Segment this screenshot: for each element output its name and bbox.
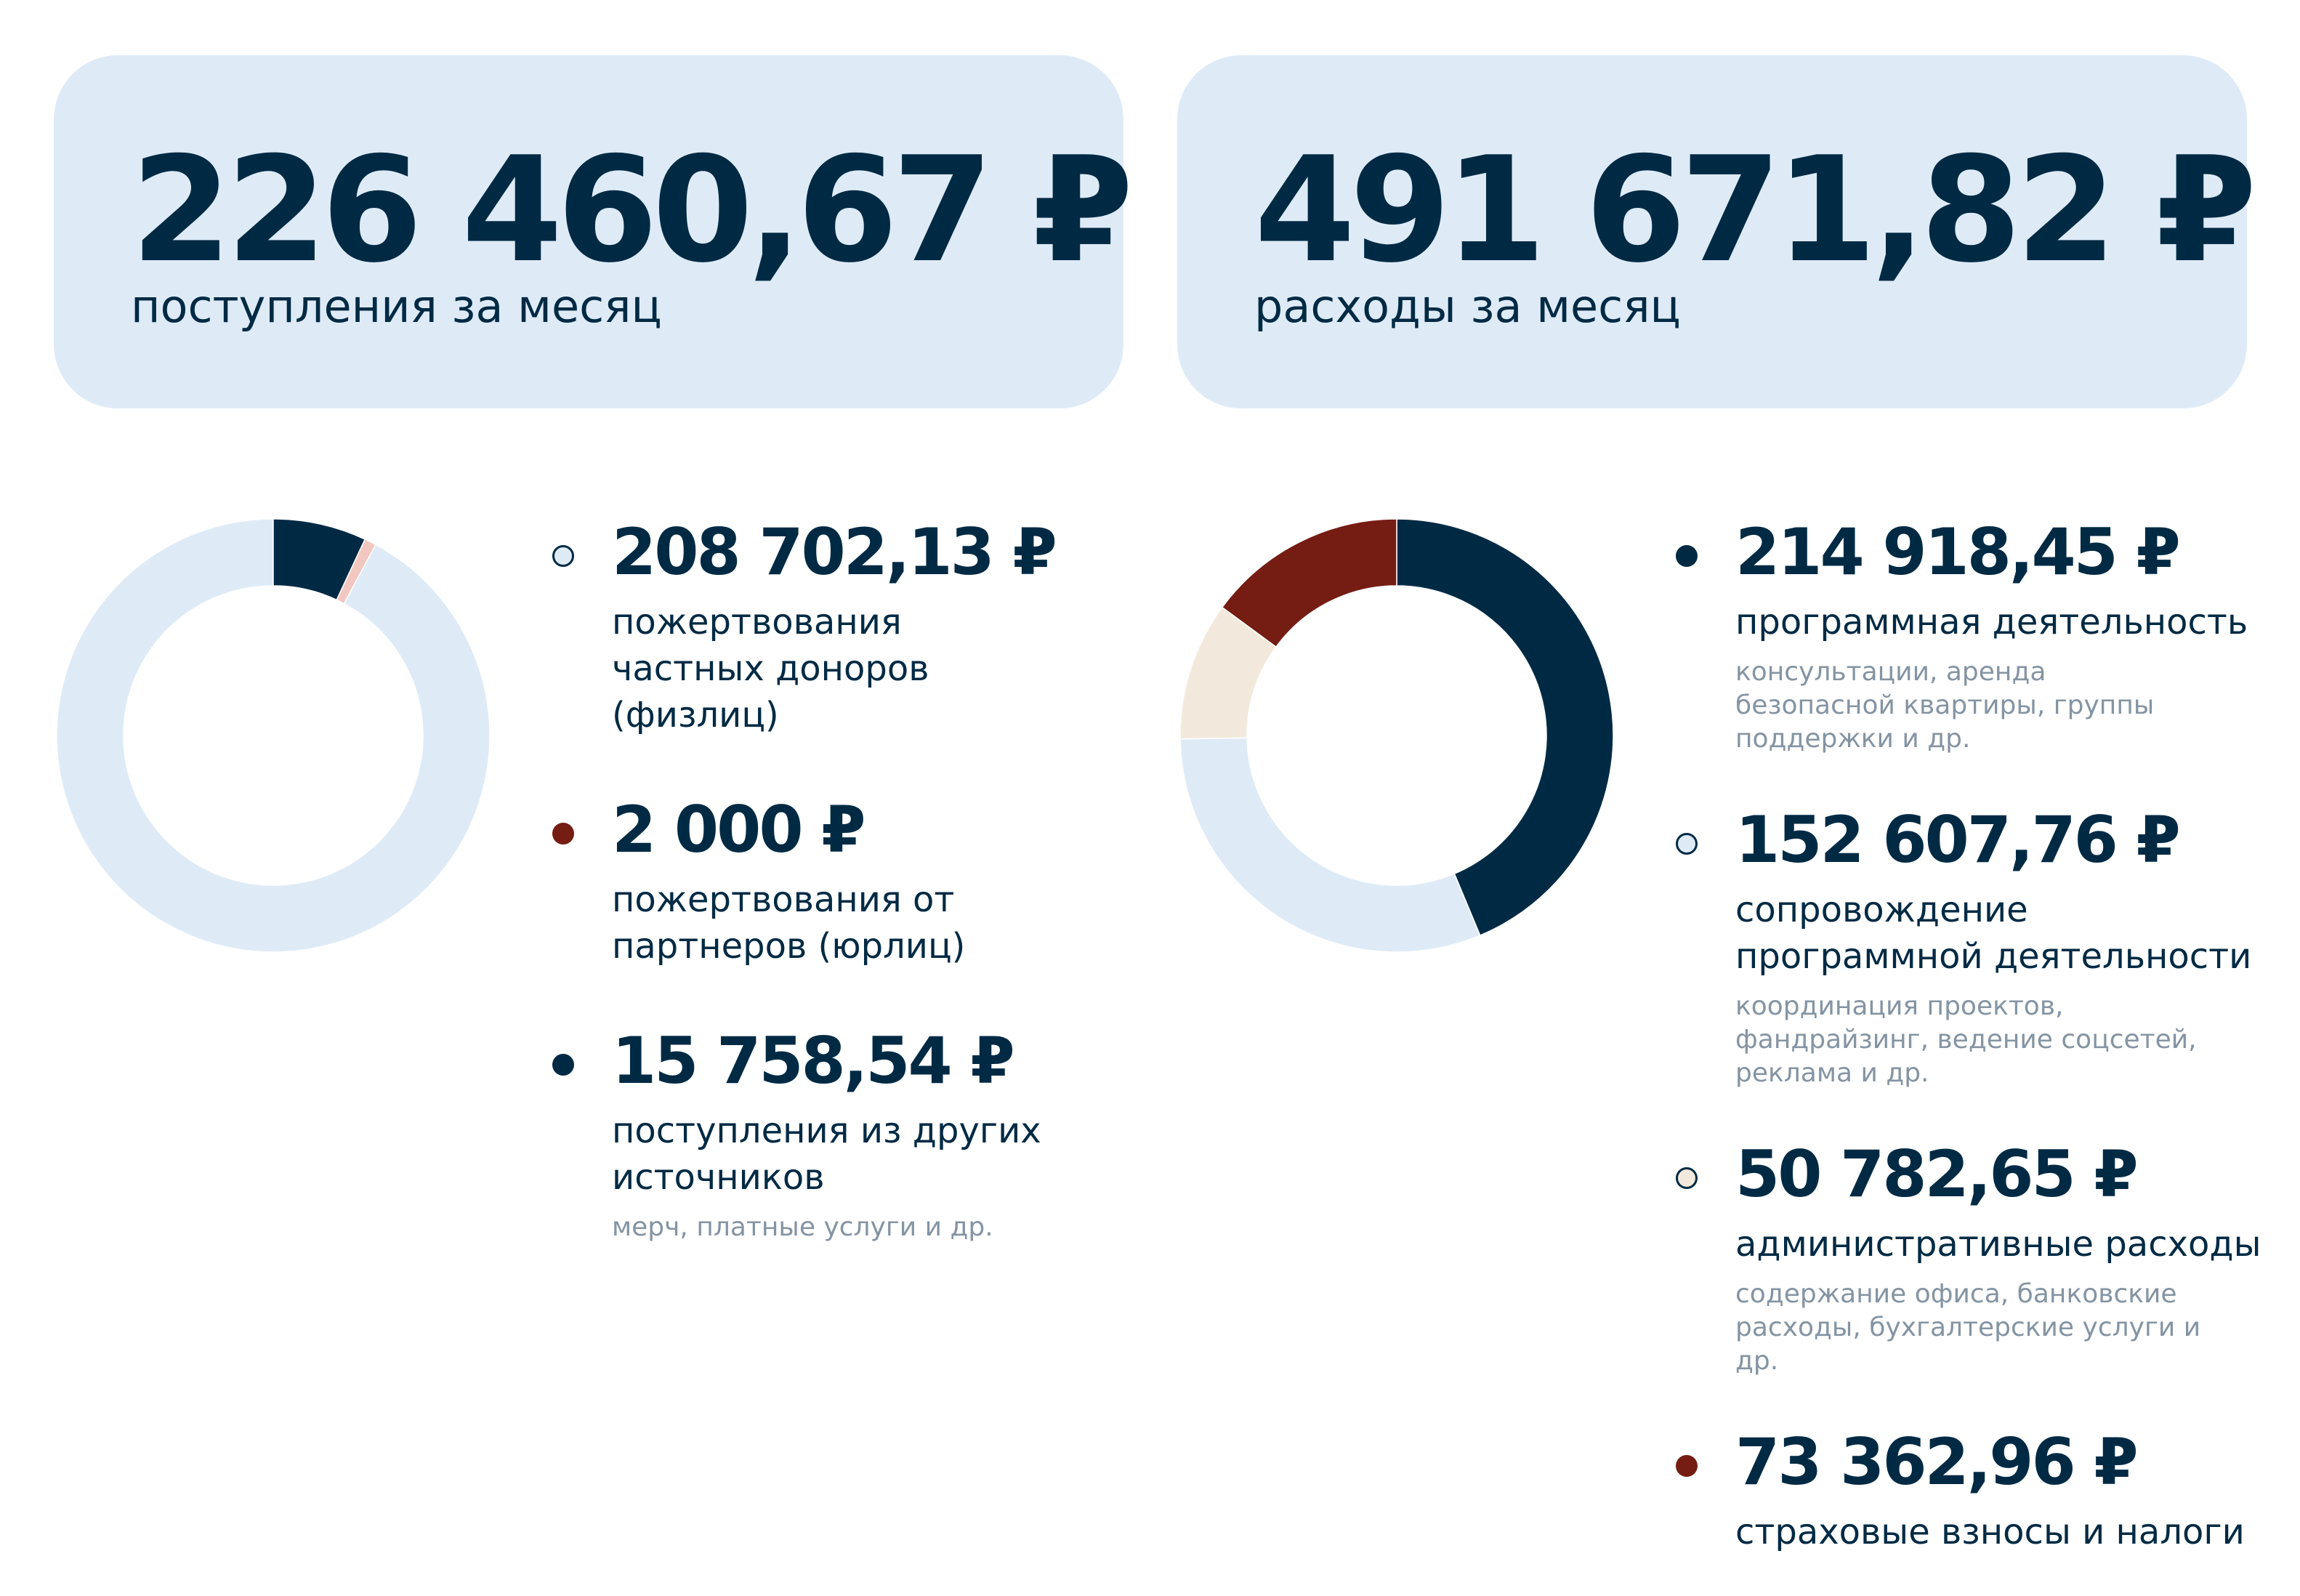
- legend-note: координация проектов, фандрайзинг, веден…: [1735, 991, 2197, 1088]
- legend-label: сопровождение программной деятельности: [1735, 890, 2252, 977]
- legend-value: 73 362,96 ₽: [1735, 1424, 2139, 1499]
- legend-label: страховые взносы и налоги: [1735, 1512, 2245, 1552]
- expense-legend: 214 918,45 ₽ программная деятельность ко…: [1676, 509, 2293, 1596]
- legend-dot-icon: [552, 1054, 574, 1076]
- income-summary-card: 226 460,67 ₽ поступления за месяц: [54, 55, 1134, 408]
- expense-legend-item-program: 214 918,45 ₽ программная деятельность ко…: [1676, 509, 2293, 756]
- legend-dot-icon: [552, 823, 574, 845]
- income-total-amount: 226 460,67 ₽: [131, 126, 1134, 295]
- legend-note: мерч, платные услуги и др.: [612, 1212, 993, 1242]
- expense-donut-slice-4: [1221, 518, 1397, 648]
- legend-dot-icon: [1676, 545, 1698, 567]
- income-legend-item-other-sources: 15 758,54 ₽ поступления из других источн…: [552, 1017, 1177, 1244]
- expense-summary-card: 491 671,82 ₽ расходы за месяц: [1177, 55, 2257, 408]
- expense-legend-item-administrative: 50 782,65 ₽ административные расходы сод…: [1676, 1131, 2293, 1378]
- legend-value: 152 607,76 ₽: [1735, 802, 2181, 877]
- legend-label: пожертвования частных доноров (физлиц): [612, 602, 929, 735]
- expense-legend-item-program-support: 152 607,76 ₽ сопровождение программной д…: [1676, 797, 2293, 1090]
- legend-value: 15 758,54 ₽: [612, 1023, 1015, 1098]
- income-donut-slice-3: [273, 518, 366, 601]
- legend-dot-icon: [552, 545, 574, 567]
- income-legend-item-partners: 2 000 ₽ пожертвования от партнеров (юрли…: [552, 786, 1177, 970]
- expense-donut-chart: [1179, 518, 1614, 953]
- income-total-label: поступления за месяц: [131, 280, 662, 333]
- legend-dot-icon: [1676, 1455, 1698, 1477]
- income-donut-chart: [56, 518, 491, 953]
- legend-value: 208 702,13 ₽: [612, 515, 1057, 589]
- legend-value: 50 782,65 ₽: [1735, 1137, 2139, 1212]
- expense-donut-slice-2: [1179, 737, 1481, 953]
- expense-total-amount: 491 671,82 ₽: [1254, 126, 2257, 295]
- legend-dot-icon: [1676, 833, 1698, 855]
- legend-dot-icon: [1676, 1167, 1698, 1189]
- income-donut-slice-1: [56, 518, 491, 953]
- legend-note: содержание офиса, банковские расходы, бу…: [1735, 1279, 2201, 1376]
- income-legend-item-private-donors: 208 702,13 ₽ пожертвования частных донор…: [552, 509, 1177, 738]
- legend-value: 2 000 ₽: [612, 792, 865, 867]
- legend-label: административные расходы: [1735, 1224, 2261, 1265]
- expense-donut-slice-1: [1396, 518, 1614, 937]
- legend-label: пожертвования от партнеров (юрлиц): [612, 879, 966, 967]
- legend-label: программная деятельность: [1735, 602, 2248, 642]
- legend-label: поступления из других источников: [612, 1111, 1041, 1198]
- legend-value: 214 918,45 ₽: [1735, 515, 2181, 589]
- expense-legend-item-taxes: 73 362,96 ₽ страховые взносы и налоги: [1676, 1419, 2293, 1555]
- income-legend: 208 702,13 ₽ пожертвования частных донор…: [552, 509, 1177, 1292]
- legend-note: консультации, аренда безопасной квартиры…: [1735, 657, 2155, 754]
- expense-total-label: расходы за месяц: [1254, 280, 1681, 333]
